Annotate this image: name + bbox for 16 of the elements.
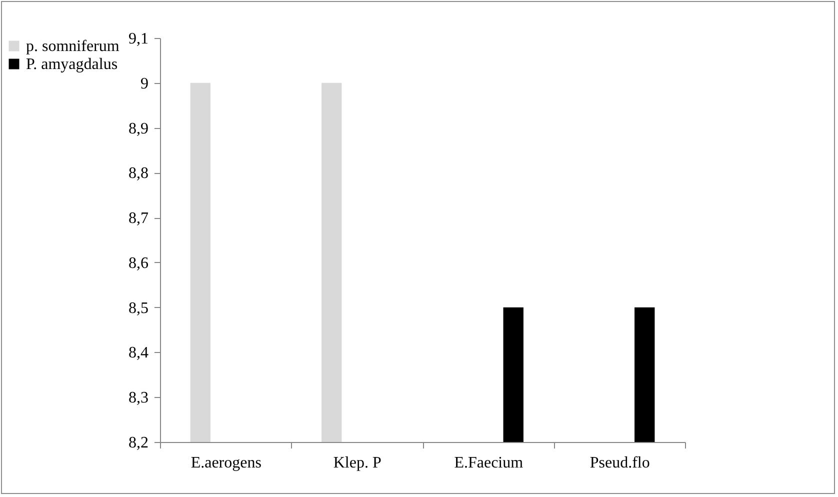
y-tick-label: 8,5: [128, 300, 148, 317]
y-tick-label: 8,9: [128, 120, 148, 138]
y-tick-label: 8,6: [128, 254, 148, 272]
y-tick-label: 8,2: [128, 434, 148, 452]
legend-label: P. amyagdalus: [26, 56, 118, 73]
y-tick-label: 9: [140, 75, 148, 92]
x-tick-label: Pseud.flo: [590, 454, 650, 472]
x-tick-label: Klep. P: [333, 454, 382, 472]
y-tick-label: 8,7: [128, 210, 148, 228]
y-tick-label: 8,4: [128, 344, 148, 362]
x-tick-label: E.Faecium: [454, 454, 524, 472]
legend-label: p. somniferum: [26, 38, 120, 55]
x-tick-label: E.aerogens: [190, 454, 262, 472]
y-tick-label: 8,8: [128, 165, 148, 182]
y-tick-label: 8,3: [128, 390, 148, 407]
y-tick-label: 9,1: [128, 30, 148, 48]
